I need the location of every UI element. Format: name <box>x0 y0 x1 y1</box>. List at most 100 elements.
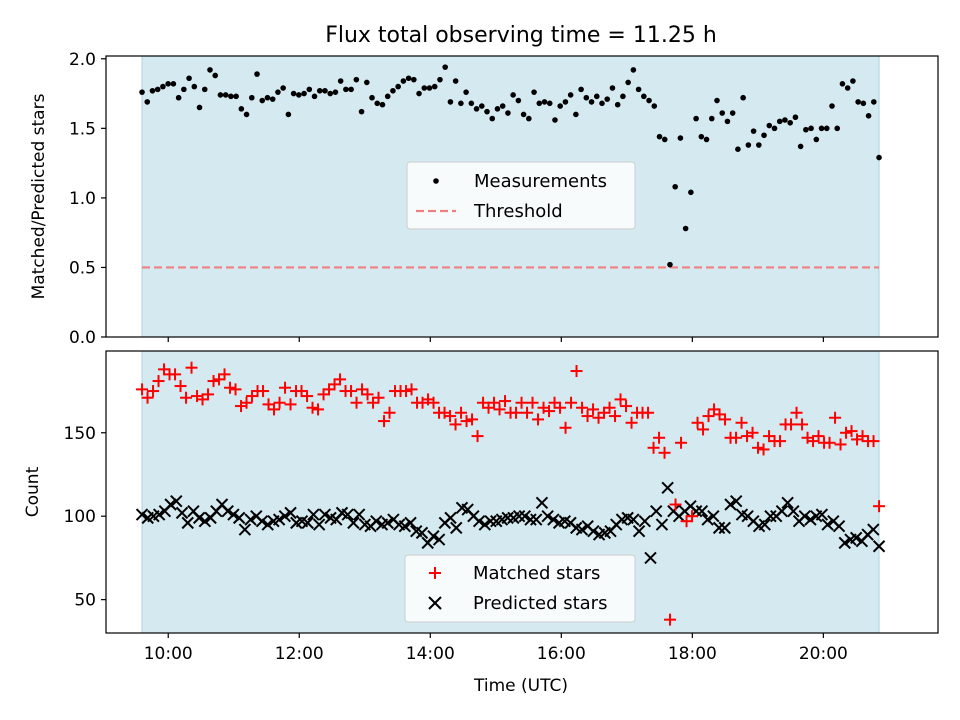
measurement-point <box>207 67 213 73</box>
measurement-point <box>672 183 678 190</box>
bottom-axes-frame <box>105 350 939 634</box>
measurement-point <box>750 128 757 134</box>
matched-star-point <box>592 411 605 424</box>
matched-star-point <box>730 431 743 444</box>
predicted-star-point <box>450 521 463 535</box>
measurement-point <box>797 143 804 150</box>
predicted-star-point <box>398 519 412 533</box>
matched-star-point <box>554 401 567 414</box>
measurement-point <box>285 111 292 118</box>
matched-star-point <box>691 416 704 429</box>
matched-star-point <box>334 373 347 386</box>
measurement-point <box>541 99 548 105</box>
matched-star-point <box>279 381 292 394</box>
predicted-star-point <box>838 536 851 550</box>
matched-star-point <box>812 430 825 443</box>
predicted-star-point <box>707 509 720 523</box>
bottom-legend-box <box>404 554 636 623</box>
predicted-star-point <box>821 518 834 531</box>
matched-star-point <box>570 365 583 378</box>
measurement-point <box>724 118 731 125</box>
measurement-point <box>661 136 668 143</box>
predicted-star-point <box>370 514 383 528</box>
predicted-star-point <box>638 514 652 528</box>
measurement-point <box>630 67 637 73</box>
matched-star-point <box>196 393 209 406</box>
measurement-point <box>437 76 443 83</box>
measurement-point <box>426 85 433 91</box>
measurement-point <box>348 86 354 93</box>
measurement-point <box>562 99 569 105</box>
matched-star-point <box>471 430 484 443</box>
matched-star-point <box>702 410 715 423</box>
measurement-point <box>803 126 809 133</box>
matched-star-point <box>653 431 666 444</box>
matched-star-point <box>543 405 556 418</box>
measurement-point <box>677 135 684 141</box>
measurement-point <box>275 89 281 95</box>
measurement-point <box>818 125 825 132</box>
matched-star-point <box>834 438 847 451</box>
measurement-point <box>573 111 579 118</box>
matched-star-point <box>719 413 732 426</box>
y-tick-label: 0.5 <box>69 258 96 278</box>
measurement-point <box>332 89 339 95</box>
measurement-point <box>698 133 705 140</box>
matched-star-point <box>367 396 380 409</box>
measurement-point <box>337 78 344 84</box>
predicted-star-point <box>798 509 811 523</box>
predicted-star-point <box>192 511 206 525</box>
matched-star-point <box>680 515 693 528</box>
matched-star-point <box>356 383 369 396</box>
measurement-point <box>641 93 647 100</box>
predicted-star-point <box>341 508 354 521</box>
measurement-point <box>201 86 208 93</box>
matched-star-point <box>658 446 671 459</box>
top-legend-box <box>406 161 636 230</box>
matched-star-point <box>295 385 308 398</box>
measurement-point <box>583 94 590 101</box>
measurement-point <box>735 146 741 153</box>
matched-star-point <box>620 400 633 413</box>
measurement-point <box>170 81 177 87</box>
measurement-point <box>353 76 360 83</box>
measurement-point <box>745 142 752 148</box>
measurement-point <box>316 87 323 94</box>
measurement-point <box>186 75 192 82</box>
predicted-star-point <box>221 504 234 518</box>
predicted-star-point <box>644 551 657 565</box>
measurement-point <box>808 125 814 132</box>
matched-star-point <box>499 395 512 408</box>
measurement-point <box>301 90 307 97</box>
y-tick-label: 100 <box>64 507 96 527</box>
measurement-point <box>452 78 459 84</box>
measurement-point <box>876 154 882 161</box>
matched-star-point <box>323 383 336 396</box>
matched-star-point <box>482 401 495 414</box>
x-tick-label: 20:00 <box>799 644 848 664</box>
measurement-point <box>782 117 788 123</box>
predicted-star-point <box>244 513 257 526</box>
measurement-point <box>416 90 422 97</box>
matched-star-point <box>752 441 765 454</box>
measurement-point <box>567 92 574 98</box>
measurement-point <box>552 117 558 123</box>
bottom-panel: 10:00 12:00 14:00 16:00 18:00 20:00 50100150 … <box>23 350 939 696</box>
measurement-point <box>834 125 841 132</box>
matched-star-point <box>268 403 281 416</box>
matched-star-point <box>224 381 237 394</box>
measurement-point <box>217 92 224 98</box>
measurement-point <box>693 115 699 122</box>
matched-star-point <box>807 435 820 448</box>
measurement-point <box>384 93 391 100</box>
predicted-star-point <box>278 509 292 523</box>
matched-star-point <box>383 406 396 419</box>
y-tick-label: 1.5 <box>69 119 96 139</box>
predicted-star-point <box>307 508 320 521</box>
matched-star-point <box>400 385 413 398</box>
measurement-point <box>196 104 203 111</box>
predicted-star-point <box>695 504 709 518</box>
predicted-star-point <box>730 494 743 508</box>
x-tick-label: 18:00 <box>668 644 717 664</box>
measurement-point <box>374 100 381 107</box>
